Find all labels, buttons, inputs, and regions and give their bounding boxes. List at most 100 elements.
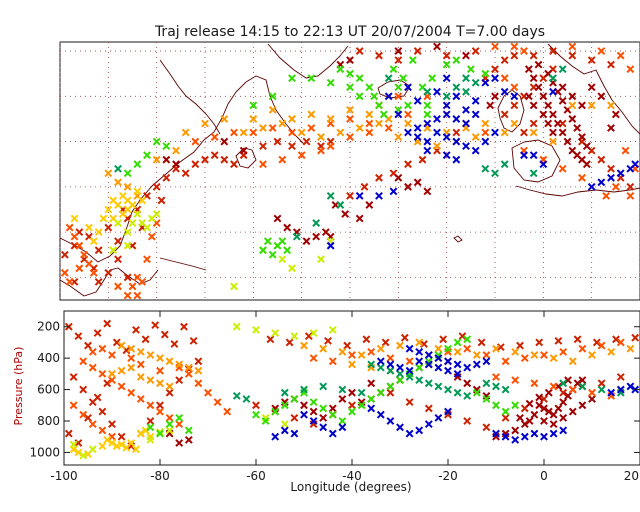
pressure-point	[156, 366, 164, 375]
map-point	[452, 128, 461, 137]
pressure-point	[362, 335, 371, 344]
map-point	[418, 155, 427, 164]
map-point	[471, 96, 480, 105]
map-point	[404, 160, 412, 169]
pressure-point	[501, 432, 510, 441]
map-point	[249, 115, 258, 123]
pressure-frame	[63, 310, 640, 466]
map-point	[423, 146, 432, 155]
pressure-point	[525, 399, 534, 408]
map-point	[292, 232, 301, 241]
x-tick-label: -40	[342, 469, 362, 483]
pressure-point	[84, 341, 92, 350]
pressure-point	[271, 407, 280, 416]
pressure-point	[170, 340, 179, 348]
pressure-point	[578, 376, 587, 385]
map-point	[597, 92, 606, 101]
map-point	[524, 65, 533, 74]
pressure-point	[117, 382, 126, 391]
pressure-point	[348, 388, 356, 397]
map-point	[466, 65, 475, 74]
map-point	[326, 241, 335, 250]
map-point	[104, 223, 113, 232]
map-point	[442, 60, 451, 69]
map-point	[288, 142, 296, 151]
pressure-point	[564, 376, 572, 385]
pressure-point	[415, 338, 424, 347]
pressure-point	[554, 404, 563, 413]
map-point	[379, 110, 388, 119]
map-point	[442, 101, 451, 110]
pressure-point	[136, 373, 145, 381]
map-point	[114, 164, 122, 173]
map-point	[568, 42, 577, 51]
map-point	[346, 105, 354, 114]
pressure-point	[501, 385, 510, 394]
map-point	[375, 51, 383, 60]
map-point	[616, 169, 625, 178]
pressure-point	[136, 360, 145, 369]
map-point	[375, 191, 383, 200]
map-point	[268, 92, 277, 101]
map-point	[297, 151, 306, 160]
pressure-point	[439, 335, 448, 344]
map-point	[539, 110, 548, 119]
pressure-point	[165, 420, 174, 429]
pressure-point	[463, 335, 472, 344]
pressure-point	[386, 354, 395, 363]
pressure-point	[127, 439, 136, 447]
coastline-labrador	[159, 59, 221, 135]
pressure-point	[117, 341, 126, 350]
pressure-point	[520, 354, 529, 363]
pressure-point	[146, 351, 155, 359]
coastline-azores	[453, 235, 463, 243]
map-point	[94, 277, 103, 286]
pressure-point	[405, 373, 414, 381]
pressure-point	[511, 347, 520, 356]
pressure-point	[578, 401, 587, 410]
pressure-point	[511, 435, 520, 444]
pressure-point	[175, 439, 184, 447]
map-point	[582, 142, 591, 151]
map-point	[312, 232, 321, 241]
pressure-point	[141, 335, 150, 344]
map-point	[534, 83, 543, 92]
map-point	[423, 101, 432, 110]
pressure-point	[184, 426, 193, 435]
pressure-point	[108, 439, 116, 447]
map-point	[587, 101, 596, 110]
pressure-point	[88, 347, 97, 356]
map-point	[138, 196, 147, 205]
x-tick-label: 20	[624, 469, 639, 483]
map-point	[394, 56, 403, 65]
pressure-point	[165, 413, 174, 422]
pressure-point	[376, 357, 385, 366]
map-point	[510, 92, 519, 101]
x-tick-label: -100	[50, 469, 77, 483]
map-point	[462, 105, 470, 114]
pressure-point	[367, 360, 376, 369]
map-point	[259, 124, 267, 132]
map-point	[568, 101, 577, 110]
map-point	[520, 128, 528, 137]
map-point	[143, 255, 151, 264]
pressure-point	[151, 321, 160, 330]
map-point	[452, 155, 461, 164]
pressure-point	[338, 395, 347, 403]
map-point	[109, 196, 118, 205]
pressure-point	[492, 429, 500, 438]
pressure-point	[367, 404, 376, 413]
coastline-europe	[547, 43, 640, 135]
map-point	[500, 160, 509, 169]
map-point	[481, 69, 490, 78]
pressure-point	[165, 388, 174, 397]
map-point	[524, 92, 533, 101]
pressure-point	[189, 336, 198, 345]
pressure-point	[472, 360, 481, 369]
pressure-point	[64, 429, 73, 438]
pressure-point	[559, 388, 568, 397]
map-point	[462, 87, 470, 96]
map-point	[626, 191, 635, 200]
pressure-point	[194, 357, 203, 366]
map-point	[433, 142, 441, 151]
